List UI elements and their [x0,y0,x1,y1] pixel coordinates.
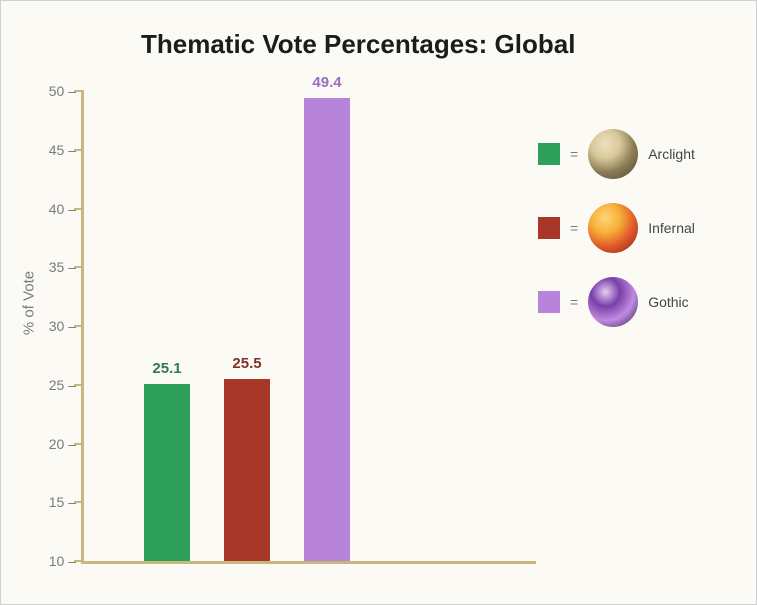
bar-infernal: 25.5 [224,379,270,561]
y-tick-label: 50 – [30,83,76,99]
legend-equals: = [570,220,578,236]
bar-gothic: 49.4 [304,98,350,561]
legend-row-infernal: = Infernal [538,203,728,253]
y-tick-label: 15 – [30,494,76,510]
chart-container: Thematic Vote Percentages: Global % of V… [0,0,757,605]
bar-value-label: 25.5 [232,355,261,372]
legend-row-gothic: = Gothic [538,277,728,327]
plot: 10 –15 –20 –25 –30 –35 –40 –45 –50 –25.1… [81,91,536,564]
chart-title: Thematic Vote Percentages: Global [141,29,736,60]
y-tick-label: 25 – [30,377,76,393]
legend-swatch [538,291,560,313]
y-tick-label: 20 – [30,436,76,452]
plot-area: 10 –15 –20 –25 –30 –35 –40 –45 –50 –25.1… [81,91,536,564]
legend-avatar-infernal [588,203,638,253]
legend-equals: = [570,146,578,162]
legend-swatch [538,143,560,165]
y-tick-label: 40 – [30,201,76,217]
bar-arclight: 25.1 [144,384,190,561]
bar-value-label: 25.1 [152,360,181,377]
y-tick-label: 10 – [30,553,76,569]
legend-swatch [538,217,560,239]
legend-equals: = [570,294,578,310]
legend-label: Arclight [648,146,695,162]
legend: = Arclight = Infernal = Gothic [538,129,728,351]
legend-label: Infernal [648,220,695,236]
y-tick-label: 30 – [30,318,76,334]
legend-avatar-arclight [588,129,638,179]
y-tick-label: 35 – [30,259,76,275]
legend-row-arclight: = Arclight [538,129,728,179]
bar-value-label: 49.4 [312,74,341,91]
legend-avatar-gothic [588,277,638,327]
legend-label: Gothic [648,294,688,310]
y-tick-label: 45 – [30,142,76,158]
